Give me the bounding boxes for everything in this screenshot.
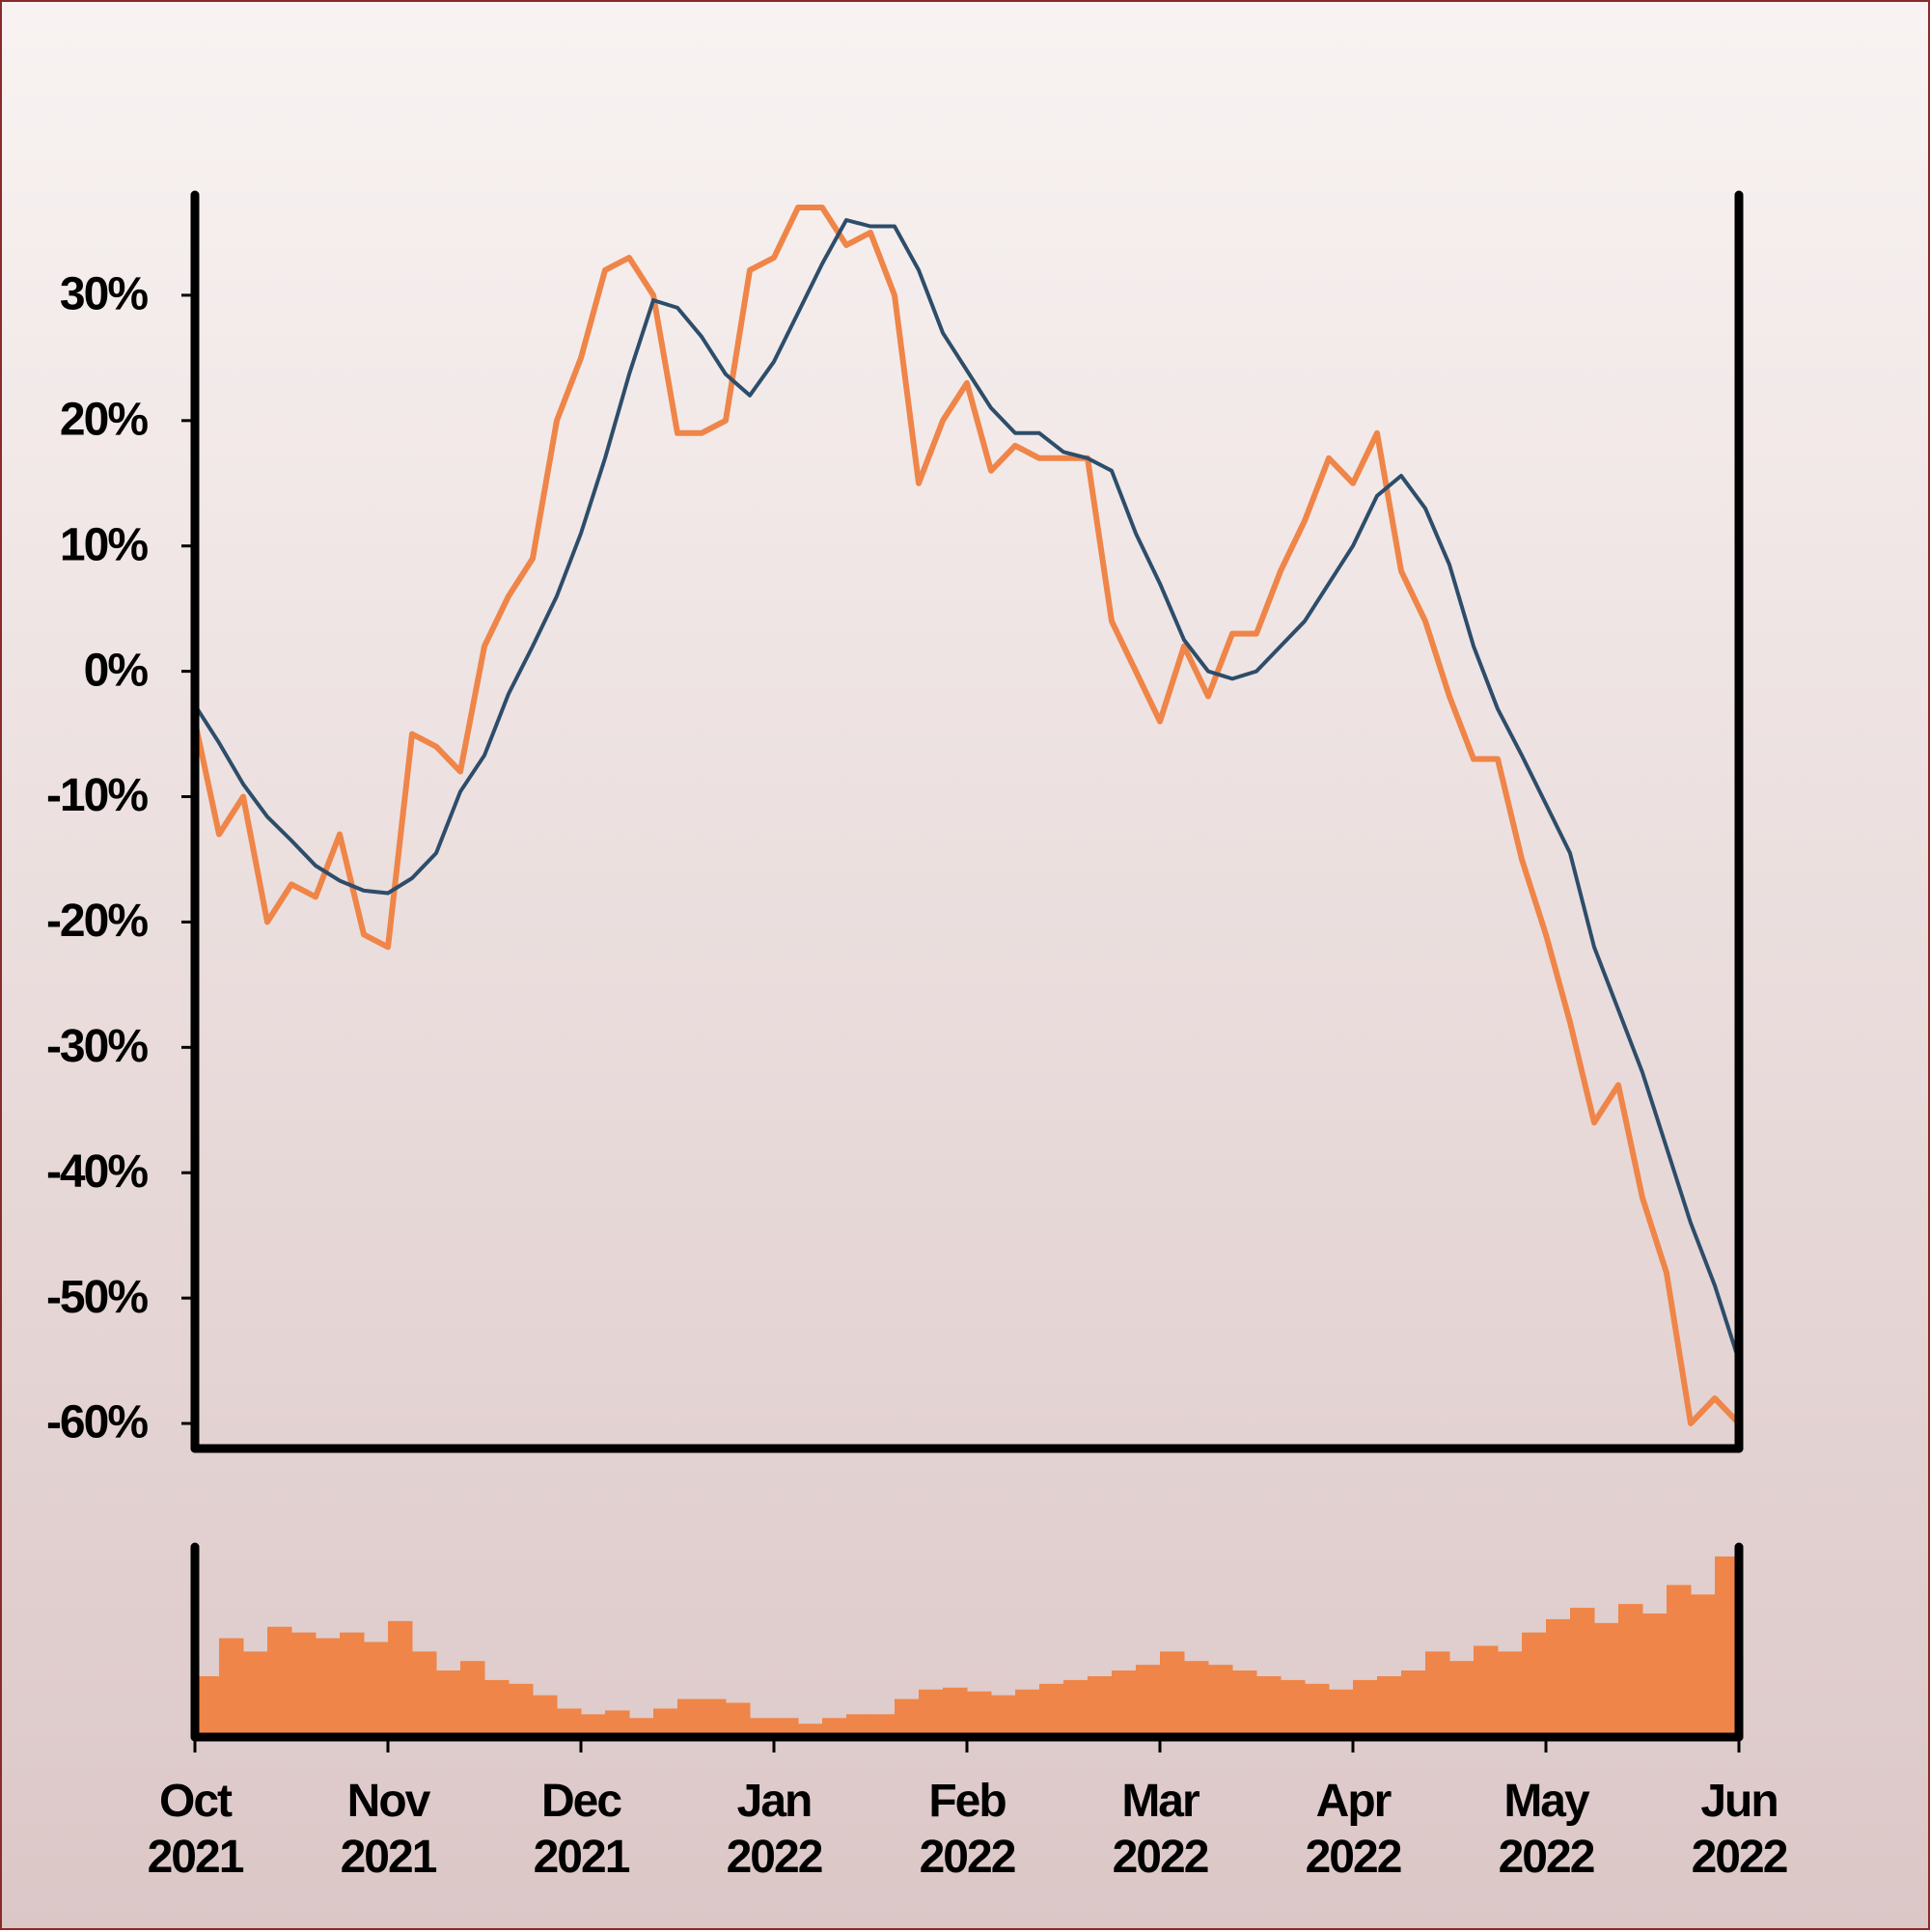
volume-bar	[677, 1698, 703, 1737]
volume-bar	[1498, 1651, 1523, 1737]
volume-bar	[316, 1638, 341, 1737]
volume-bar	[967, 1691, 992, 1737]
y-tick-label: -10%	[46, 770, 148, 821]
y-tick-label: 30%	[60, 269, 148, 320]
volume-bar	[1570, 1608, 1595, 1737]
line-series	[192, 205, 1742, 1426]
volume-bar	[1329, 1689, 1354, 1737]
volume-bar	[1425, 1651, 1450, 1737]
volume-bar	[653, 1708, 678, 1737]
volume-bar	[460, 1661, 485, 1737]
volume-bar	[1618, 1604, 1643, 1737]
volume-bar	[509, 1683, 534, 1737]
volume-bar	[243, 1651, 268, 1737]
y-tick-label: 20%	[60, 394, 148, 445]
volume-bar	[1281, 1679, 1306, 1737]
volume-bar	[774, 1718, 799, 1737]
volume-bar	[991, 1695, 1016, 1737]
volume-bar	[605, 1710, 630, 1737]
y-tick-label: -30%	[46, 1021, 148, 1072]
volume-bar	[1546, 1618, 1571, 1737]
volume-bar	[1039, 1683, 1064, 1737]
volume-bar	[533, 1695, 558, 1737]
x-tick-label: May 2022	[1498, 1776, 1596, 1883]
y-tick-label: -50%	[46, 1272, 148, 1323]
volume-bar	[1642, 1613, 1668, 1737]
volume-bar	[1305, 1683, 1330, 1737]
volume-bar	[1377, 1675, 1402, 1737]
volume-bar	[1353, 1679, 1378, 1737]
volume-bar	[1184, 1661, 1209, 1737]
y-tick-label: -20%	[46, 896, 148, 947]
volume-bar	[702, 1698, 727, 1737]
volume-bar	[388, 1620, 413, 1737]
x-tick-label: Nov 2021	[340, 1776, 438, 1883]
volume-bar	[267, 1626, 292, 1737]
y-tick-label: -60%	[46, 1397, 148, 1449]
volume-bar	[1112, 1670, 1137, 1737]
volume-bar	[822, 1718, 847, 1737]
volume-bar	[484, 1679, 510, 1737]
volume-bar	[1474, 1645, 1499, 1737]
volume-bar	[291, 1632, 317, 1737]
volume-bar	[1208, 1665, 1233, 1737]
y-tick-label: -40%	[46, 1146, 148, 1198]
x-tick-label: Jun 2022	[1691, 1776, 1789, 1883]
y-tick-label: 0%	[84, 645, 149, 696]
volume-bar	[1594, 1622, 1619, 1737]
volume-bar	[1667, 1585, 1692, 1737]
x-tick-label: Jan 2022	[726, 1776, 824, 1883]
volume-bar	[1401, 1670, 1426, 1737]
volume-bar	[557, 1708, 582, 1737]
x-tick-label: Feb 2022	[919, 1776, 1017, 1883]
x-tick-label: Dec 2021	[533, 1776, 631, 1883]
volume-bar	[436, 1670, 461, 1737]
volume-bar	[412, 1651, 437, 1737]
volume-bar	[219, 1638, 244, 1737]
volume-bar	[1522, 1632, 1547, 1737]
volume-bar	[1160, 1651, 1185, 1737]
volume-bar	[1136, 1665, 1161, 1737]
volume-bar	[581, 1714, 606, 1737]
volume-bar	[870, 1714, 896, 1737]
line-series	[193, 218, 1741, 1362]
volume-bar	[726, 1702, 751, 1737]
volume-bar	[919, 1689, 944, 1737]
volume-bar	[750, 1718, 775, 1737]
volume-bar	[895, 1698, 920, 1737]
y-tick-label: 10%	[60, 519, 148, 570]
x-tick-label: Apr 2022	[1305, 1776, 1403, 1883]
volume-bar	[943, 1687, 968, 1737]
volume-bar	[1015, 1689, 1040, 1737]
volume-bar	[846, 1714, 871, 1737]
volume-bar	[1449, 1661, 1475, 1737]
volume-bar	[1088, 1675, 1113, 1737]
volume-bar	[1063, 1679, 1089, 1737]
volume-bar	[1256, 1675, 1282, 1737]
volume-bar	[1691, 1594, 1716, 1737]
volume-bar	[340, 1632, 365, 1737]
x-tick-label: Mar 2022	[1112, 1776, 1210, 1883]
x-tick-label: Oct 2021	[147, 1776, 245, 1883]
volume-bar	[629, 1718, 654, 1737]
volume-bar	[1232, 1670, 1257, 1737]
volume-bar	[364, 1642, 389, 1737]
